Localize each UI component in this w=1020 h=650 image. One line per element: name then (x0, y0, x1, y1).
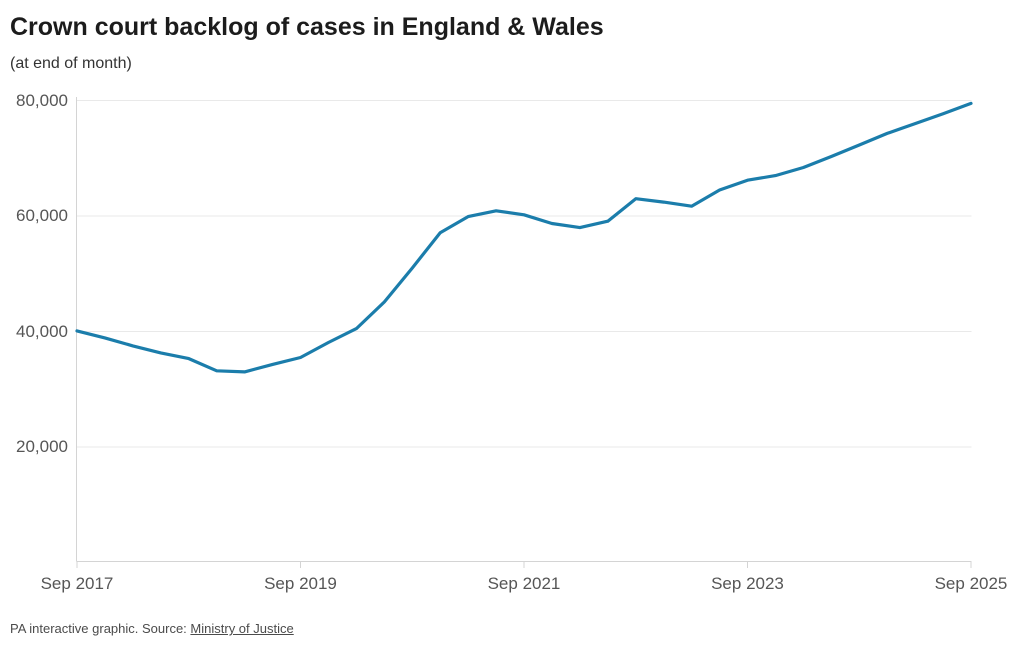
backlog-line (75, 101, 973, 374)
y-axis-label: 80,000 (16, 90, 68, 110)
x-axis-label: Sep 2019 (264, 574, 337, 593)
source-credit: PA interactive graphic. Source: Ministry… (10, 621, 294, 636)
y-axis-label: 40,000 (16, 321, 68, 341)
chart-subtitle: (at end of month) (10, 55, 132, 72)
source-link[interactable]: Ministry of Justice (190, 621, 294, 636)
y-axis-label: 20,000 (16, 437, 68, 456)
credit-text: PA interactive graphic. Source: (10, 621, 191, 636)
x-axis-label: Sep 2023 (711, 574, 784, 593)
x-axis-label: Sep 2025 (934, 574, 1008, 593)
chart-title: Crown court backlog of cases in England … (10, 13, 604, 41)
x-axis-label: Sep 2017 (40, 574, 114, 593)
x-axis-label: Sep 2021 (487, 574, 561, 593)
y-axis-label: 60,000 (16, 206, 68, 225)
